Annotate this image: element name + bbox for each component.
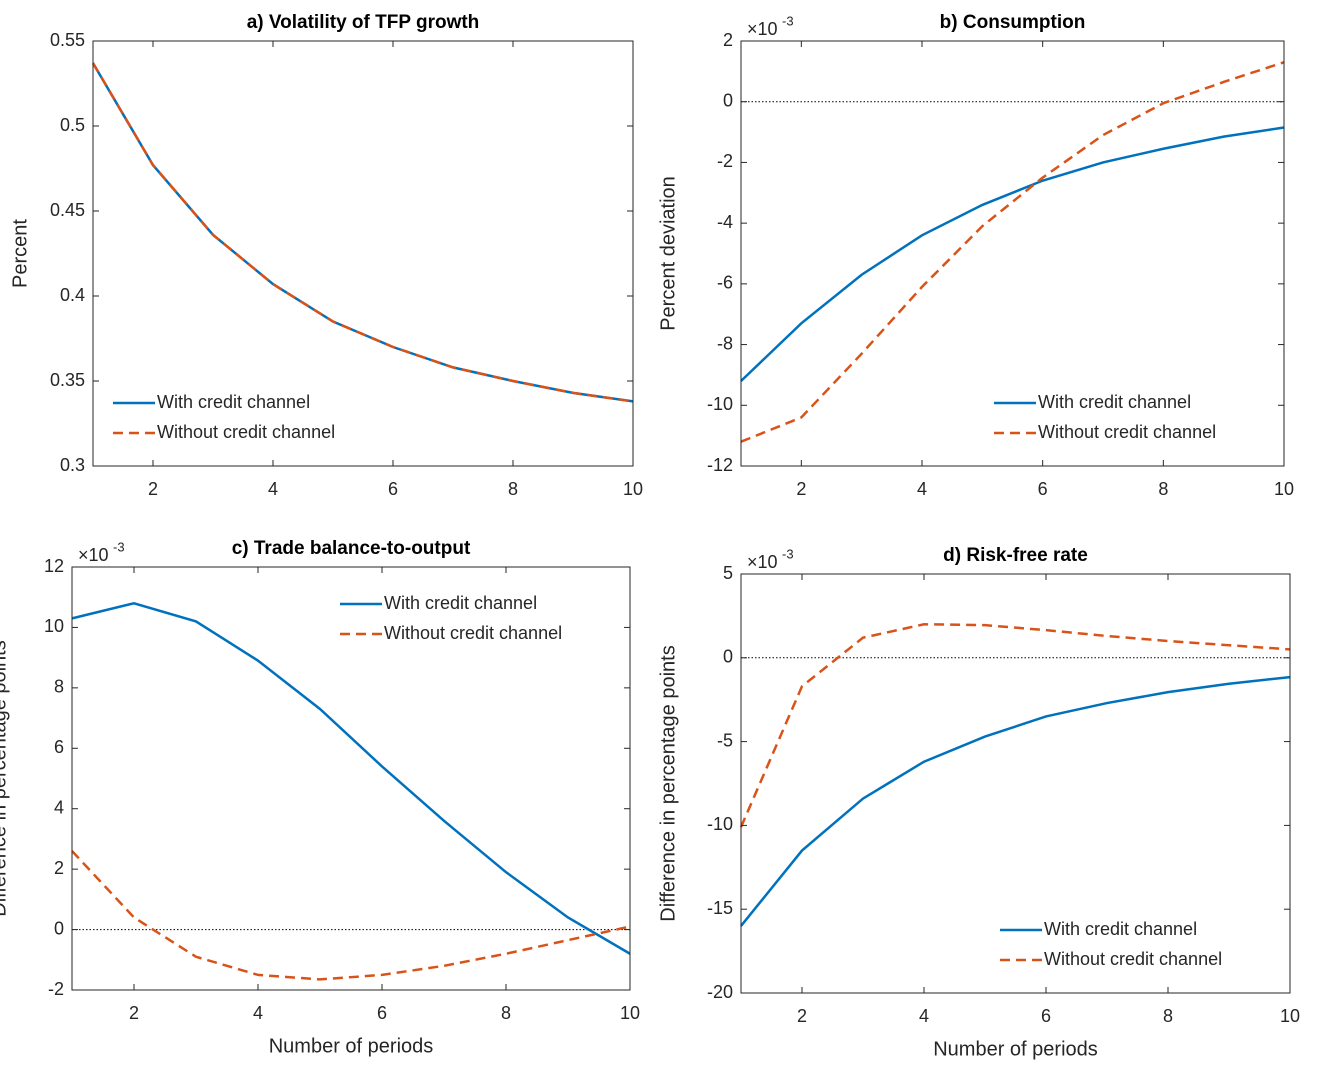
- chart-title: b) Consumption: [940, 12, 1086, 33]
- x-tick-label: 10: [623, 479, 643, 499]
- series-line: [739, 623, 1291, 828]
- y-tick-label: -4: [717, 212, 733, 232]
- axis-multiplier-exponent: -3: [782, 13, 794, 28]
- subplot: -20 -15 -10 -5 0 5 2 4 6 8 10 d) Risk-free rate Diff…: [657, 545, 1300, 1060]
- x-tick-label: 2: [129, 1003, 139, 1023]
- y-tick-label: -10: [707, 814, 733, 834]
- y-axis-label: Difference in percentage points: [0, 640, 10, 916]
- y-tick-label: 4: [54, 797, 64, 817]
- y-tick-label: 0.5: [60, 115, 85, 135]
- legend-label: With credit channel: [1044, 919, 1197, 939]
- series-line: [91, 62, 634, 403]
- y-tick-label: -2: [717, 151, 733, 171]
- x-tick-label: 6: [388, 479, 398, 499]
- y-tick-label: 0.4: [60, 285, 85, 305]
- subplot: 0.3 0.35 0.4 0.45 0.5 0.55 2 4 6 8 10 a) Volatility…: [9, 12, 643, 499]
- legend-label: With credit channel: [1038, 392, 1191, 412]
- y-axis-label: Difference in percentage points: [657, 645, 679, 921]
- axes-box: [92, 40, 634, 467]
- x-tick-label: 4: [917, 479, 927, 499]
- y-tick-label: -12: [707, 455, 733, 475]
- x-tick-label: 10: [620, 1003, 640, 1023]
- y-tick-label: 2: [54, 858, 64, 878]
- x-tick-label: 8: [501, 1003, 511, 1023]
- y-tick-label: 2: [723, 30, 733, 50]
- x-tick-label: 2: [796, 479, 806, 499]
- axis-multiplier: ×10: [78, 545, 109, 565]
- axes-box: [740, 40, 1285, 467]
- y-tick-label: -15: [707, 898, 733, 918]
- series-line: [71, 850, 631, 981]
- axis-multiplier: ×10: [747, 19, 778, 39]
- y-tick-label: -20: [707, 982, 733, 1002]
- subplot: -2 0 2 4 6 8 10 12 2 4 6 8 10 c) Trade balance-to-out…: [0, 538, 640, 1057]
- y-tick-label: 0: [723, 647, 733, 667]
- x-tick-label: 2: [797, 1006, 807, 1026]
- y-tick-label: -2: [48, 979, 64, 999]
- y-tick-label: 0.35: [50, 370, 85, 390]
- x-tick-label: 4: [253, 1003, 263, 1023]
- legend-label: Without credit channel: [384, 623, 562, 643]
- y-tick-label: -6: [717, 273, 733, 293]
- x-tick-label: 4: [268, 479, 278, 499]
- axes-box: [740, 573, 1291, 994]
- x-tick-label: 4: [919, 1006, 929, 1026]
- axis-multiplier-exponent: -3: [782, 546, 794, 561]
- legend-label: With credit channel: [157, 392, 310, 412]
- plot-area: [741, 41, 1284, 466]
- y-tick-label: 12: [44, 556, 64, 576]
- y-tick-label: 0.45: [50, 200, 85, 220]
- y-tick-label: 0.55: [50, 30, 85, 50]
- series-line: [740, 675, 1291, 927]
- y-axis-label: Percent: [9, 219, 31, 288]
- y-tick-label: 0: [723, 90, 733, 110]
- y-tick-label: -10: [707, 394, 733, 414]
- legend-label: With credit channel: [384, 593, 537, 613]
- series-line: [740, 61, 1285, 443]
- y-tick-label: 8: [54, 677, 64, 697]
- y-tick-label: -8: [717, 333, 733, 353]
- x-tick-label: 6: [377, 1003, 387, 1023]
- y-tick-label: 6: [54, 737, 64, 757]
- chart-title: c) Trade balance-to-output: [232, 538, 471, 559]
- x-tick-label: 8: [508, 479, 518, 499]
- legend-label: Without credit channel: [1038, 422, 1216, 442]
- axis-multiplier: ×10: [747, 552, 778, 572]
- axes-box: [71, 566, 631, 991]
- plot-area: [72, 567, 630, 990]
- series-line: [71, 601, 631, 955]
- x-axis-label: Number of periods: [933, 1038, 1098, 1060]
- y-tick-label: 0.3: [60, 455, 85, 475]
- x-tick-label: 8: [1158, 479, 1168, 499]
- y-tick-label: 5: [723, 563, 733, 583]
- legend-label: Without credit channel: [1044, 949, 1222, 969]
- y-tick-label: 10: [44, 616, 64, 636]
- chart-title: d) Risk-free rate: [943, 545, 1088, 566]
- x-tick-label: 10: [1274, 479, 1294, 499]
- y-axis-label: Percent deviation: [657, 176, 679, 331]
- x-axis-label: Number of periods: [269, 1035, 434, 1057]
- x-tick-label: 6: [1038, 479, 1048, 499]
- x-tick-label: 8: [1163, 1006, 1173, 1026]
- plot-area: [93, 41, 633, 466]
- subplot: -12 -10 -8 -6 -4 -2 0 2 2 4 6 8 10 b) Consumption Perc…: [657, 12, 1294, 499]
- y-tick-label: 0: [54, 918, 64, 938]
- series-line: [740, 126, 1285, 382]
- legend-label: Without credit channel: [157, 422, 335, 442]
- y-tick-label: -5: [717, 730, 733, 750]
- x-tick-label: 2: [148, 479, 158, 499]
- x-tick-label: 10: [1280, 1006, 1300, 1026]
- axis-multiplier-exponent: -3: [113, 539, 125, 554]
- x-tick-label: 6: [1041, 1006, 1051, 1026]
- chart-title: a) Volatility of TFP growth: [247, 12, 480, 33]
